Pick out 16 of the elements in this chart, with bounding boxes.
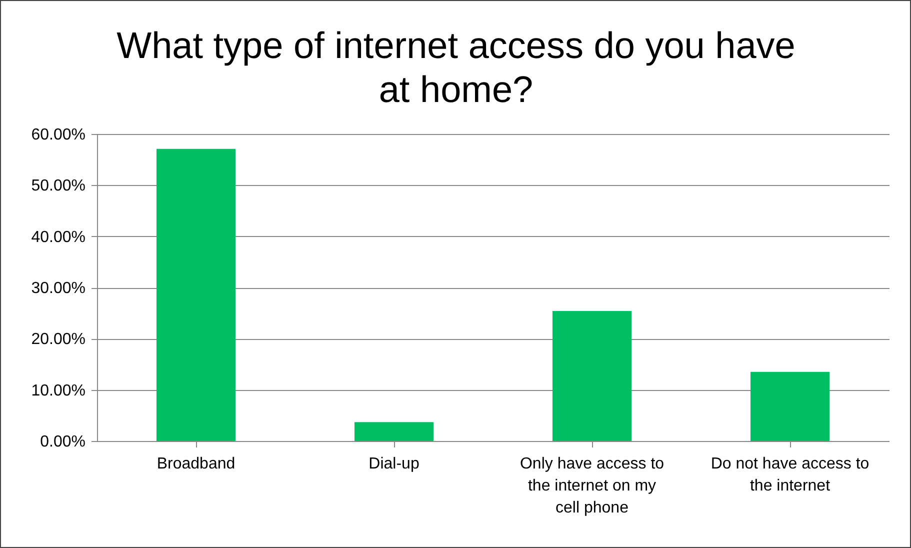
y-tick-label: 10.00%	[31, 382, 86, 400]
bar	[750, 372, 830, 441]
y-tick-label: 0.00%	[40, 434, 86, 450]
chart-title: What type of internet access do you have at home?	[116, 25, 796, 110]
bar	[552, 311, 632, 441]
x-tick-label: Do not have access to the internet	[710, 456, 870, 494]
y-tick-label: 20.00%	[31, 331, 86, 348]
x-tick-label: Broadband	[156, 456, 236, 472]
bar	[354, 422, 434, 441]
x-tick-label: Only have access to the internet on my cell phone	[520, 456, 664, 516]
y-tick-label: 60.00%	[31, 126, 86, 144]
x-tick-label: Dial-up	[368, 456, 420, 472]
y-tick-label: 30.00%	[31, 280, 86, 297]
y-tick-label: 50.00%	[31, 178, 86, 195]
bar	[156, 148, 236, 441]
y-tick-label: 40.00%	[31, 228, 86, 246]
